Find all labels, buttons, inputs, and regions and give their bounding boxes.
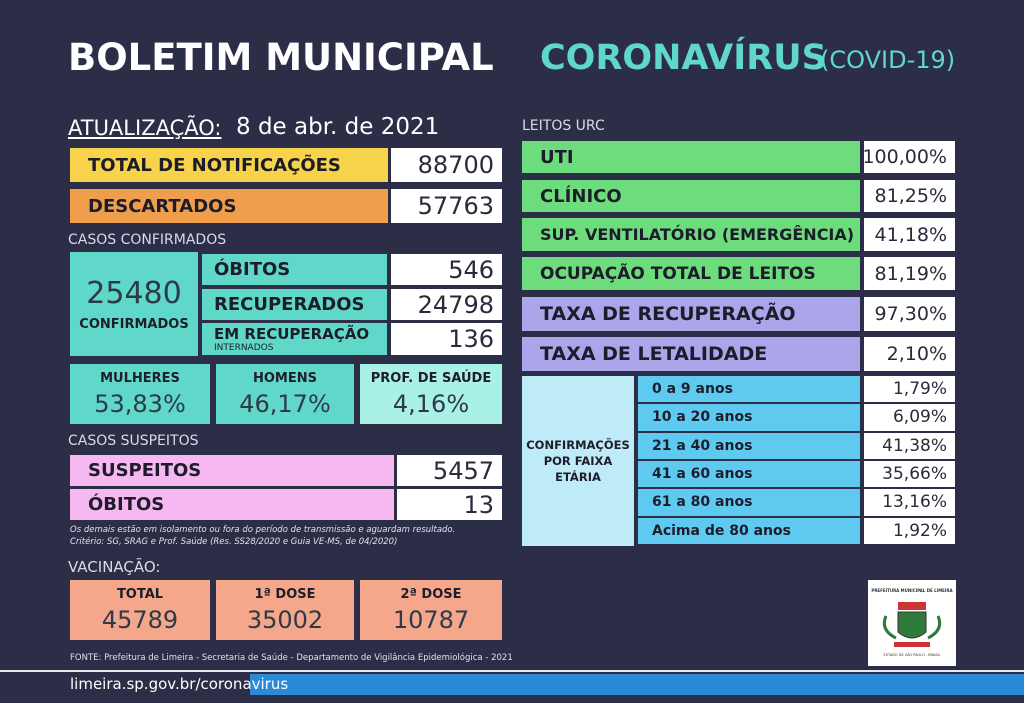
value: 2,10% xyxy=(864,337,955,371)
label: SUP. VENTILATÓRIO (EMERGÊNCIA) xyxy=(522,218,860,251)
label: EM RECUPERAÇÃO xyxy=(214,325,370,343)
age-title: CONFIRMAÇÕES POR FAIXA ETÁRIA xyxy=(522,376,634,546)
label: Acima de 80 anos xyxy=(638,517,860,544)
value: 35,66% xyxy=(864,461,955,488)
update-label: ATUALIZAÇÃO: xyxy=(68,116,222,140)
label: 21 a 40 anos xyxy=(638,432,860,459)
label: UTI xyxy=(522,141,860,173)
value: 57763 xyxy=(391,189,502,223)
value: 81,19% xyxy=(864,257,955,290)
label: CLÍNICO xyxy=(522,180,860,212)
shield xyxy=(897,611,927,639)
subtitle-note: (COVID-19) xyxy=(820,46,956,74)
label: 10 a 20 anos xyxy=(638,404,860,431)
stat-box: TOTAL 45789 xyxy=(70,580,210,640)
section-label: CASOS SUSPEITOS xyxy=(68,433,199,449)
value: 24798 xyxy=(391,289,502,320)
label: OCUPAÇÃO TOTAL DE LEITOS xyxy=(522,257,860,290)
update-date: 8 de abr. de 2021 xyxy=(236,114,440,140)
stat-box: PROF. DE SAÚDE 4,16% xyxy=(360,364,502,424)
value: 97,30% xyxy=(864,297,955,331)
note: Critério: SG, SRAG e Prof. Saúde (Res. S… xyxy=(70,537,398,547)
stat-box: HOMENS 46,17% xyxy=(216,364,354,424)
value: 45789 xyxy=(101,605,179,634)
ribbon xyxy=(894,642,930,647)
value: 1,79% xyxy=(864,376,955,403)
value: 5457 xyxy=(397,455,502,486)
label: CONFIRMADOS xyxy=(79,317,189,332)
footer-rule xyxy=(0,670,1024,672)
source: FONTE: Prefeitura de Limeira - Secretari… xyxy=(70,653,513,663)
stat-box: MULHERES 53,83% xyxy=(70,364,210,424)
logo: PREFEITURA MUNICIPAL DE LIMEIRA ESTADO D… xyxy=(868,580,956,666)
value: 81,25% xyxy=(864,180,955,212)
label: PROF. DE SAÚDE xyxy=(370,370,492,386)
value: 100,00% xyxy=(862,141,955,173)
value: 35002 xyxy=(246,605,324,634)
notes: Os demais estão em isolamento ou fora do… xyxy=(70,524,455,548)
subtitle: CORONAVÍRUS xyxy=(540,38,827,78)
logo-emblem: PREFEITURA MUNICIPAL DE LIMEIRA ESTADO D… xyxy=(871,588,953,657)
value: 4,16% xyxy=(392,389,470,418)
label: TOTAL xyxy=(116,586,164,602)
footer-stripe xyxy=(250,674,1024,695)
label: TOTAL DE NOTIFICAÇÕES xyxy=(70,148,388,182)
confirmed-box: 25480 CONFIRMADOS xyxy=(70,252,198,356)
branches xyxy=(882,615,942,640)
label: ÓBITOS xyxy=(202,254,387,285)
footer-url: limeira.sp.gov.br/coronavirus xyxy=(70,675,289,693)
value: 53,83% xyxy=(94,389,186,418)
value: 13,16% xyxy=(864,489,955,516)
value: 10787 xyxy=(392,605,470,634)
label: 41 a 60 anos xyxy=(638,461,860,488)
value: 136 xyxy=(391,323,502,355)
label: DESCARTADOS xyxy=(70,189,388,223)
value: 6,09% xyxy=(864,404,955,431)
logo-text: ESTADO DE SÃO PAULO - BRASIL xyxy=(884,652,941,657)
value: 546 xyxy=(391,254,502,285)
label: 2ª DOSE xyxy=(400,586,462,602)
section-label: CASOS CONFIRMADOS xyxy=(68,232,227,248)
label: RECUPERADOS xyxy=(202,289,387,320)
label: SUSPEITOS xyxy=(70,455,394,486)
section-label: LEITOS URC xyxy=(522,118,605,134)
value: 88700 xyxy=(391,148,502,182)
label: 0 a 9 anos xyxy=(638,376,860,403)
stat-box: 2ª DOSE 10787 xyxy=(360,580,502,640)
label: 1ª DOSE xyxy=(254,586,316,602)
value: 41,18% xyxy=(864,218,955,251)
value: 46,17% xyxy=(239,389,331,418)
label: ÓBITOS xyxy=(70,489,394,520)
title: BOLETIM MUNICIPAL xyxy=(68,36,494,79)
logo-text: PREFEITURA MUNICIPAL DE LIMEIRA xyxy=(871,588,953,593)
stat-box: 1ª DOSE 35002 xyxy=(216,580,354,640)
label-box: EM RECUPERAÇÃO INTERNADOS xyxy=(202,323,387,355)
value: 1,92% xyxy=(864,517,955,544)
value: 25480 xyxy=(86,276,182,311)
value: 13 xyxy=(397,489,502,520)
crown xyxy=(898,602,926,610)
sublabel: INTERNADOS xyxy=(214,343,274,353)
label: MULHERES xyxy=(100,370,180,386)
note: Os demais estão em isolamento ou fora do… xyxy=(70,525,456,535)
value: 41,38% xyxy=(864,432,955,459)
label: TAXA DE LETALIDADE xyxy=(522,337,860,371)
label: TAXA DE RECUPERAÇÃO xyxy=(522,297,860,331)
label: 61 a 80 anos xyxy=(638,489,860,516)
label: HOMENS xyxy=(253,370,317,386)
section-label: VACINAÇÃO: xyxy=(68,558,161,576)
